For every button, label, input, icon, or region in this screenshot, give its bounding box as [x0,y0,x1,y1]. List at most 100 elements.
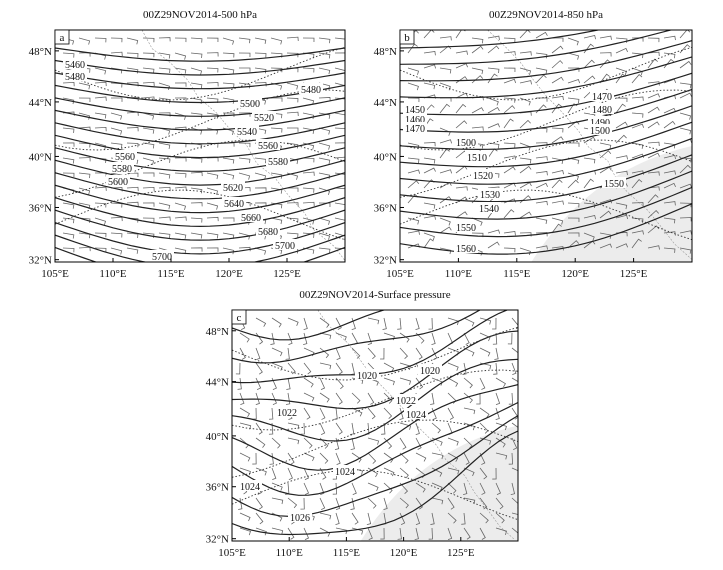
wind-barb [158,232,171,239]
wind-barb [567,52,580,60]
wind-barb [503,209,515,219]
wind-barb [271,377,277,390]
wind-barb [286,97,299,103]
wind-barb [535,245,548,250]
contour-line [55,122,345,145]
wind-barb [663,120,676,129]
wind-barb [423,232,435,241]
lon-label: 125°E [273,268,301,280]
wind-barb [415,497,423,510]
wind-barb [271,347,283,357]
lon-label: 120°E [215,268,243,280]
wind-barb [407,157,420,164]
border-line [317,310,515,540]
wind-barb [142,172,155,177]
wind-barb [487,97,499,106]
panel-letter: a [60,32,65,44]
wind-barb [126,172,139,178]
wind-barb [335,332,347,341]
wind-barb [239,407,251,418]
contour-label: 1550 [456,223,476,234]
wind-barb [255,347,261,361]
wind-barb [222,37,235,45]
wind-barb [158,37,171,42]
contour-line [55,197,345,228]
wind-barb [399,437,407,450]
wind-barb [383,407,393,419]
wind-barb [599,150,612,159]
wind-barb [254,157,267,164]
wind-barb [287,422,300,430]
wind-barb [286,157,299,165]
lat-label: 32°N [374,255,397,267]
wind-barb [126,201,139,207]
wind-barb [126,247,139,254]
wind-barb [318,142,331,150]
wind-barb [423,50,436,56]
wind-barb [303,467,310,480]
wind-barb [423,167,436,174]
wind-barb [254,172,267,180]
wind-barb [174,37,187,43]
wind-barb [415,512,421,526]
label-bg [222,197,246,208]
wind-barb [439,169,453,174]
wind-barb [439,139,453,144]
wind-barb [351,527,364,535]
lat-label: 36°N [29,202,52,214]
wind-barb [415,347,423,360]
wind-barb [110,51,123,57]
lon-label: 105°E [386,268,414,280]
wind-barb [583,136,596,144]
contour-label: 1026 [290,513,310,524]
wind-barb [78,37,91,45]
wind-barb [174,202,187,210]
wind-barb [206,67,219,73]
wind-barb [206,82,219,87]
wind-barb [551,179,563,189]
contour-label: 5460 [65,60,85,71]
wind-barb [551,246,564,251]
wind-barb [471,67,484,75]
wind-barb [567,179,579,189]
wind-barb [615,103,626,114]
wind-barb [287,437,300,445]
wind-barb [271,392,277,405]
contour-line [400,30,673,65]
wind-barb [461,512,466,525]
wind-barb [551,60,564,69]
wind-barb [567,97,580,104]
wind-barb [679,44,691,54]
label-bg [256,139,280,150]
wind-barb [463,527,471,540]
wind-barb [647,225,660,234]
wind-barb [431,332,436,346]
wind-barb [519,80,532,85]
wind-barb [286,52,299,58]
wind-barb [351,482,357,495]
wind-barb [239,422,252,430]
contour-line [400,137,692,185]
wind-barb [255,422,263,435]
contour-label: 1460 [405,115,425,126]
wind-barb [615,214,628,220]
wind-barb [271,497,284,505]
label-bg [299,83,323,94]
contour-line [400,121,692,168]
letter-box [399,29,415,45]
wind-barb [647,51,660,57]
wind-barb [663,58,675,69]
contour-label: 1550 [604,179,624,190]
wind-barb [271,527,284,535]
wind-barb [399,332,410,343]
contour-line [55,109,345,131]
wind-barb [271,467,277,481]
wind-barb [206,187,219,195]
wind-barb [455,186,468,191]
wind-barb [367,347,376,360]
wind-barb [350,437,355,450]
wind-barb [334,142,345,144]
wind-barb [302,171,315,176]
wind-barb [503,51,516,56]
wind-barb [206,157,219,162]
